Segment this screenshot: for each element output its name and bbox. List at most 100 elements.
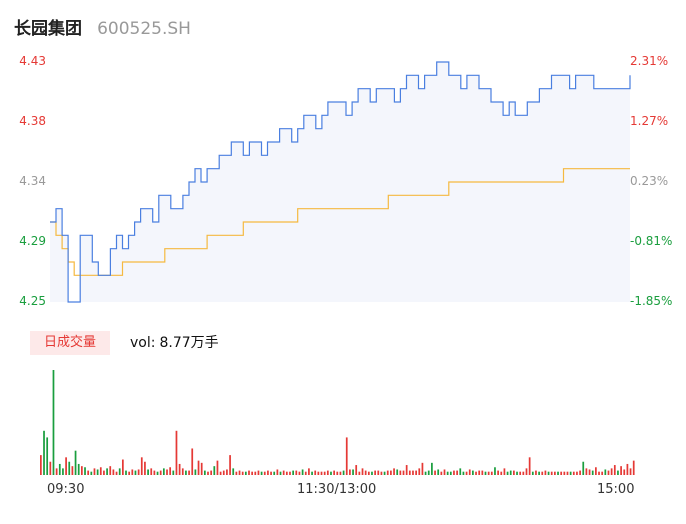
- volume-bar: [216, 460, 219, 475]
- volume-bar: [446, 471, 449, 475]
- volume-bar: [298, 471, 301, 475]
- volume-bar: [525, 468, 528, 475]
- volume-bar: [554, 471, 556, 475]
- volume-bar: [550, 471, 553, 475]
- volume-bar: [503, 468, 506, 475]
- volume-bar: [588, 469, 591, 475]
- volume-bar: [522, 471, 525, 475]
- volume-bar: [244, 471, 247, 475]
- volume-bar: [276, 469, 279, 475]
- volume-bar: [273, 471, 276, 475]
- volume-bar: [424, 471, 427, 475]
- volume-bar: [235, 471, 238, 475]
- volume-bar: [263, 471, 266, 475]
- volume-bar: [90, 471, 93, 475]
- volume-bar: [342, 470, 345, 475]
- volume-bar: [213, 466, 216, 475]
- price-tick: 4.38: [19, 114, 46, 128]
- volume-bar: [80, 466, 83, 475]
- volume-bar: [528, 457, 531, 475]
- volume-bar: [531, 471, 534, 475]
- series-line-avg: [50, 168, 630, 276]
- volume-bar: [358, 471, 361, 475]
- volume-readout: vol: 8.77万手: [130, 332, 223, 352]
- volume-bar: [320, 471, 323, 475]
- volume-bar: [490, 471, 493, 475]
- volume-bar: [270, 471, 272, 475]
- volume-bar: [169, 467, 172, 475]
- stock-header: 长园集团 600525.SH: [14, 14, 191, 39]
- volume-bar: [222, 470, 225, 475]
- volume-bar: [431, 462, 433, 475]
- volume-bar: [156, 471, 159, 475]
- volume-bar: [500, 471, 503, 475]
- volume-bar: [541, 471, 544, 475]
- pct-tick: 2.31%: [630, 54, 669, 68]
- volume-bar: [77, 463, 80, 475]
- volume-bar: [339, 471, 342, 475]
- volume-bar: [427, 470, 430, 475]
- volume-bar: [333, 470, 335, 475]
- volume-bar: [620, 466, 622, 475]
- volume-bar: [393, 468, 395, 475]
- volume-bar: [336, 471, 339, 475]
- price-tick: 4.29: [19, 234, 46, 248]
- pct-tick: 1.27%: [630, 114, 669, 128]
- volume-bar: [254, 471, 257, 475]
- volume-bar: [629, 468, 632, 475]
- volume-bar: [153, 470, 156, 475]
- volume-bar: [591, 470, 594, 475]
- volume-bar: [68, 461, 71, 475]
- volume-bar: [185, 470, 187, 475]
- volume-bar: [137, 469, 140, 475]
- volume-bar: [519, 471, 522, 475]
- volume-bar: [383, 471, 386, 475]
- volume-bar: [128, 471, 131, 475]
- volume-bar: [601, 471, 604, 475]
- volume-bar: [43, 430, 45, 475]
- volume-bar: [349, 469, 351, 475]
- volume-bar: [487, 471, 490, 475]
- volume-bar: [415, 470, 417, 475]
- volume-bar: [103, 470, 105, 475]
- volume-bar: [194, 469, 197, 475]
- volume-bar: [52, 370, 55, 475]
- volume-bar: [330, 471, 332, 475]
- volume-bar: [626, 463, 629, 475]
- x-tick: 15:00: [597, 482, 635, 497]
- volume-bar: [308, 468, 310, 475]
- volume-bar: [361, 468, 364, 475]
- volume-bar: [200, 462, 203, 475]
- volume-bar: [159, 470, 162, 475]
- volume-bar: [610, 468, 613, 475]
- volume-bar: [62, 468, 64, 475]
- volume-bar: [459, 468, 462, 475]
- volume-bar: [449, 471, 452, 475]
- volume-bar: [131, 469, 134, 475]
- volume-bar: [197, 460, 200, 475]
- volume-bar: [576, 471, 578, 475]
- volume-bar: [207, 471, 209, 475]
- volume-bar: [563, 471, 566, 475]
- volume-bar: [465, 471, 468, 475]
- volume-bar: [374, 470, 376, 475]
- volume-bar: [475, 471, 477, 475]
- volume-bar: [421, 462, 424, 475]
- volume-bar: [166, 469, 168, 475]
- volume-bar: [232, 468, 235, 475]
- volume-bar: [513, 470, 515, 475]
- volume-bar: [326, 470, 329, 475]
- volume-bar: [112, 469, 115, 475]
- volume-tab[interactable]: 日成交量: [30, 331, 110, 355]
- volume-bar: [65, 457, 67, 475]
- volume-bar: [267, 470, 269, 475]
- volume-bar: [544, 470, 547, 475]
- volume-bar: [58, 463, 61, 475]
- x-tick: 09:30: [47, 482, 85, 497]
- volume-bar: [96, 469, 99, 475]
- volume-readout-label: vol:: [130, 335, 156, 351]
- volume-bar: [118, 468, 121, 475]
- volume-bar: [181, 468, 184, 475]
- volume-bar: [377, 470, 380, 475]
